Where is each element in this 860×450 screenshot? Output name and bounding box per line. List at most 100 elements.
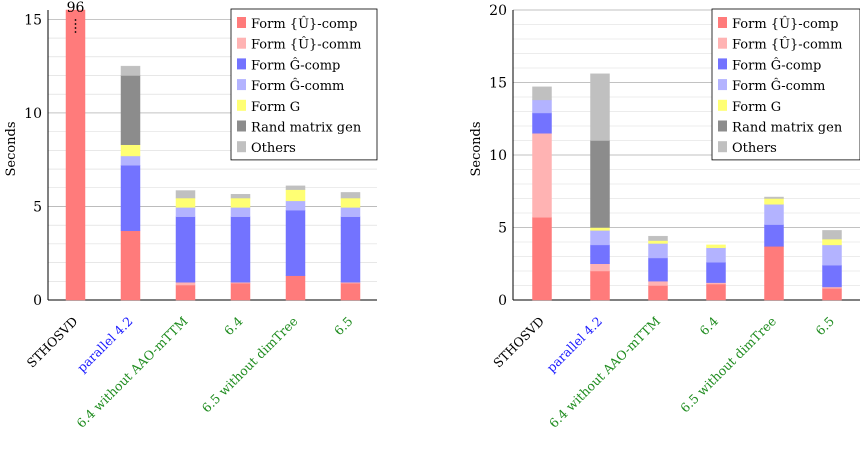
bar-segment-form-comp-5 <box>340 216 361 283</box>
legend-swatch <box>718 37 727 49</box>
y-tick-label: 0 <box>33 293 42 309</box>
y-tick-label: 15 <box>24 12 42 28</box>
x-tick-label: 6.5 <box>812 314 837 339</box>
x-tick-label: 6.4 without AAO-mTTM <box>546 313 663 430</box>
legend-entry-label: Form {Û}-comp <box>732 15 838 32</box>
bar-segment-form-g-4 <box>764 198 784 205</box>
bar-segment-form-comp-5 <box>340 282 361 301</box>
bar-segment-others-2 <box>175 190 196 199</box>
bar-segment-form-comp-3 <box>706 283 726 301</box>
x-tick-label: 6.5 without dimTree <box>677 314 779 416</box>
bar-segment-form-comm-2 <box>648 280 668 286</box>
bar-segment-form-comm-2 <box>175 281 196 286</box>
legend-box <box>711 8 860 161</box>
legend-swatch <box>237 37 246 49</box>
legend-entry-label: Others <box>251 141 296 156</box>
bar-segment-others-4 <box>764 196 784 199</box>
y-tick-label: 20 <box>489 3 507 19</box>
legend-entry-label: Form {Û}-comm <box>251 36 361 53</box>
legend-swatch <box>718 99 727 111</box>
legend-swatch <box>718 58 727 70</box>
bar-segment-others-5 <box>822 230 842 240</box>
clipped-bar-ellipsis-dot <box>74 19 77 21</box>
legend-swatch <box>237 99 246 111</box>
bar-segment-form-comp-5 <box>822 288 842 301</box>
legend-entry-label: Form Ĝ-comp <box>732 56 821 73</box>
x-tick-label: 6.4 without AAO-mTTM <box>73 313 190 430</box>
bar-segment-form-comm-1 <box>120 155 141 166</box>
clipped-bar-ellipsis-dot <box>74 27 77 29</box>
bar-segment-form-comp-0 <box>532 112 552 134</box>
clipped-bar-value-label: 96 <box>67 0 85 16</box>
bar-segment-others-2 <box>648 235 668 241</box>
bar-segment-form-g-4 <box>285 189 306 202</box>
y-axis-label: Seconds <box>469 121 484 176</box>
bar-segment-form-g-5 <box>340 197 361 208</box>
bar-segment-form-comm-1 <box>590 230 610 246</box>
legend-entry-label: Rand matrix gen <box>732 121 843 136</box>
legend-swatch <box>718 141 727 153</box>
bar-segment-others-3 <box>230 194 251 199</box>
legend-swatch <box>237 79 246 91</box>
x-tick-label: 6.5 <box>331 314 356 339</box>
bar-segment-form-comp-0 <box>532 217 552 301</box>
legend-entry-label: Others <box>732 141 777 156</box>
legend-entry-label: Rand matrix gen <box>251 121 362 136</box>
x-tick-label: 6.5 without dimTree <box>199 314 301 416</box>
bar-segment-form-comm-4 <box>764 204 784 225</box>
bar-segment-form-comp-4 <box>764 246 784 301</box>
bar-segment-form-comp-1 <box>120 165 141 232</box>
legend-box <box>230 8 378 161</box>
legend-entry-label: Form {Û}-comp <box>251 15 357 32</box>
y-tick-label: 0 <box>498 293 507 309</box>
legend-swatch <box>718 79 727 91</box>
bar-segment-others-5 <box>340 192 361 199</box>
bar-segment-form-g-5 <box>822 238 842 246</box>
bar-segment-form-comm-2 <box>648 243 668 259</box>
legend-swatch <box>718 120 727 132</box>
bar-segment-form-comp-1 <box>590 270 610 301</box>
bar-segment-form-comm-1 <box>590 263 610 272</box>
bar-segment-form-comp-4 <box>285 275 306 301</box>
y-tick-label: 10 <box>24 106 42 122</box>
bar-segment-others-1 <box>120 65 141 76</box>
y-tick-label: 5 <box>498 221 507 237</box>
legend-swatch <box>237 141 246 153</box>
bar-segment-form-comp-2 <box>648 285 668 301</box>
bar-segment-form-comm-4 <box>285 200 306 211</box>
bar-segment-form-comp-1 <box>590 244 610 264</box>
bar-segment-form-comm-2 <box>175 207 196 217</box>
bar-segment-form-g-2 <box>648 240 668 244</box>
bar-segment-others-0 <box>532 86 552 101</box>
clipped-bar-ellipsis-dot <box>74 31 77 33</box>
legend-entry-label: Form Ĝ-comp <box>251 56 340 73</box>
y-axis-label: Seconds <box>4 121 19 176</box>
bar-segment-form-comp-3 <box>230 282 251 301</box>
bar-segment-form-comm-3 <box>706 247 726 263</box>
legend-swatch <box>237 120 246 132</box>
legend-entry-label: Form G <box>732 100 781 115</box>
bar-segment-rand-matrix-gen-1 <box>590 140 610 228</box>
bar-segment-form-g-2 <box>175 197 196 208</box>
x-tick-label: STHOSVD <box>490 314 547 371</box>
bar-segment-form-comp-0 <box>65 9 86 301</box>
bar-segment-form-comm-5 <box>822 244 842 266</box>
legend-swatch <box>718 17 727 28</box>
x-tick-label: STHOSVD <box>24 314 81 371</box>
bar-segment-form-comp-3 <box>706 262 726 283</box>
bar-segment-form-g-3 <box>230 197 251 208</box>
bar-segment-form-comm-5 <box>340 207 361 217</box>
bar-segment-form-comm-0 <box>532 99 552 114</box>
bar-segment-form-comp-5 <box>822 264 842 288</box>
legend-swatch <box>237 17 246 28</box>
y-tick-label: 15 <box>489 76 507 92</box>
legend-swatch <box>237 58 246 70</box>
y-tick-label: 10 <box>489 148 507 164</box>
bar-segment-form-comp-2 <box>648 257 668 282</box>
bar-segment-form-comm-3 <box>230 207 251 217</box>
legend-entry-label: Form Ĝ-comm <box>732 77 825 94</box>
bar-segment-form-comp-1 <box>120 230 141 301</box>
